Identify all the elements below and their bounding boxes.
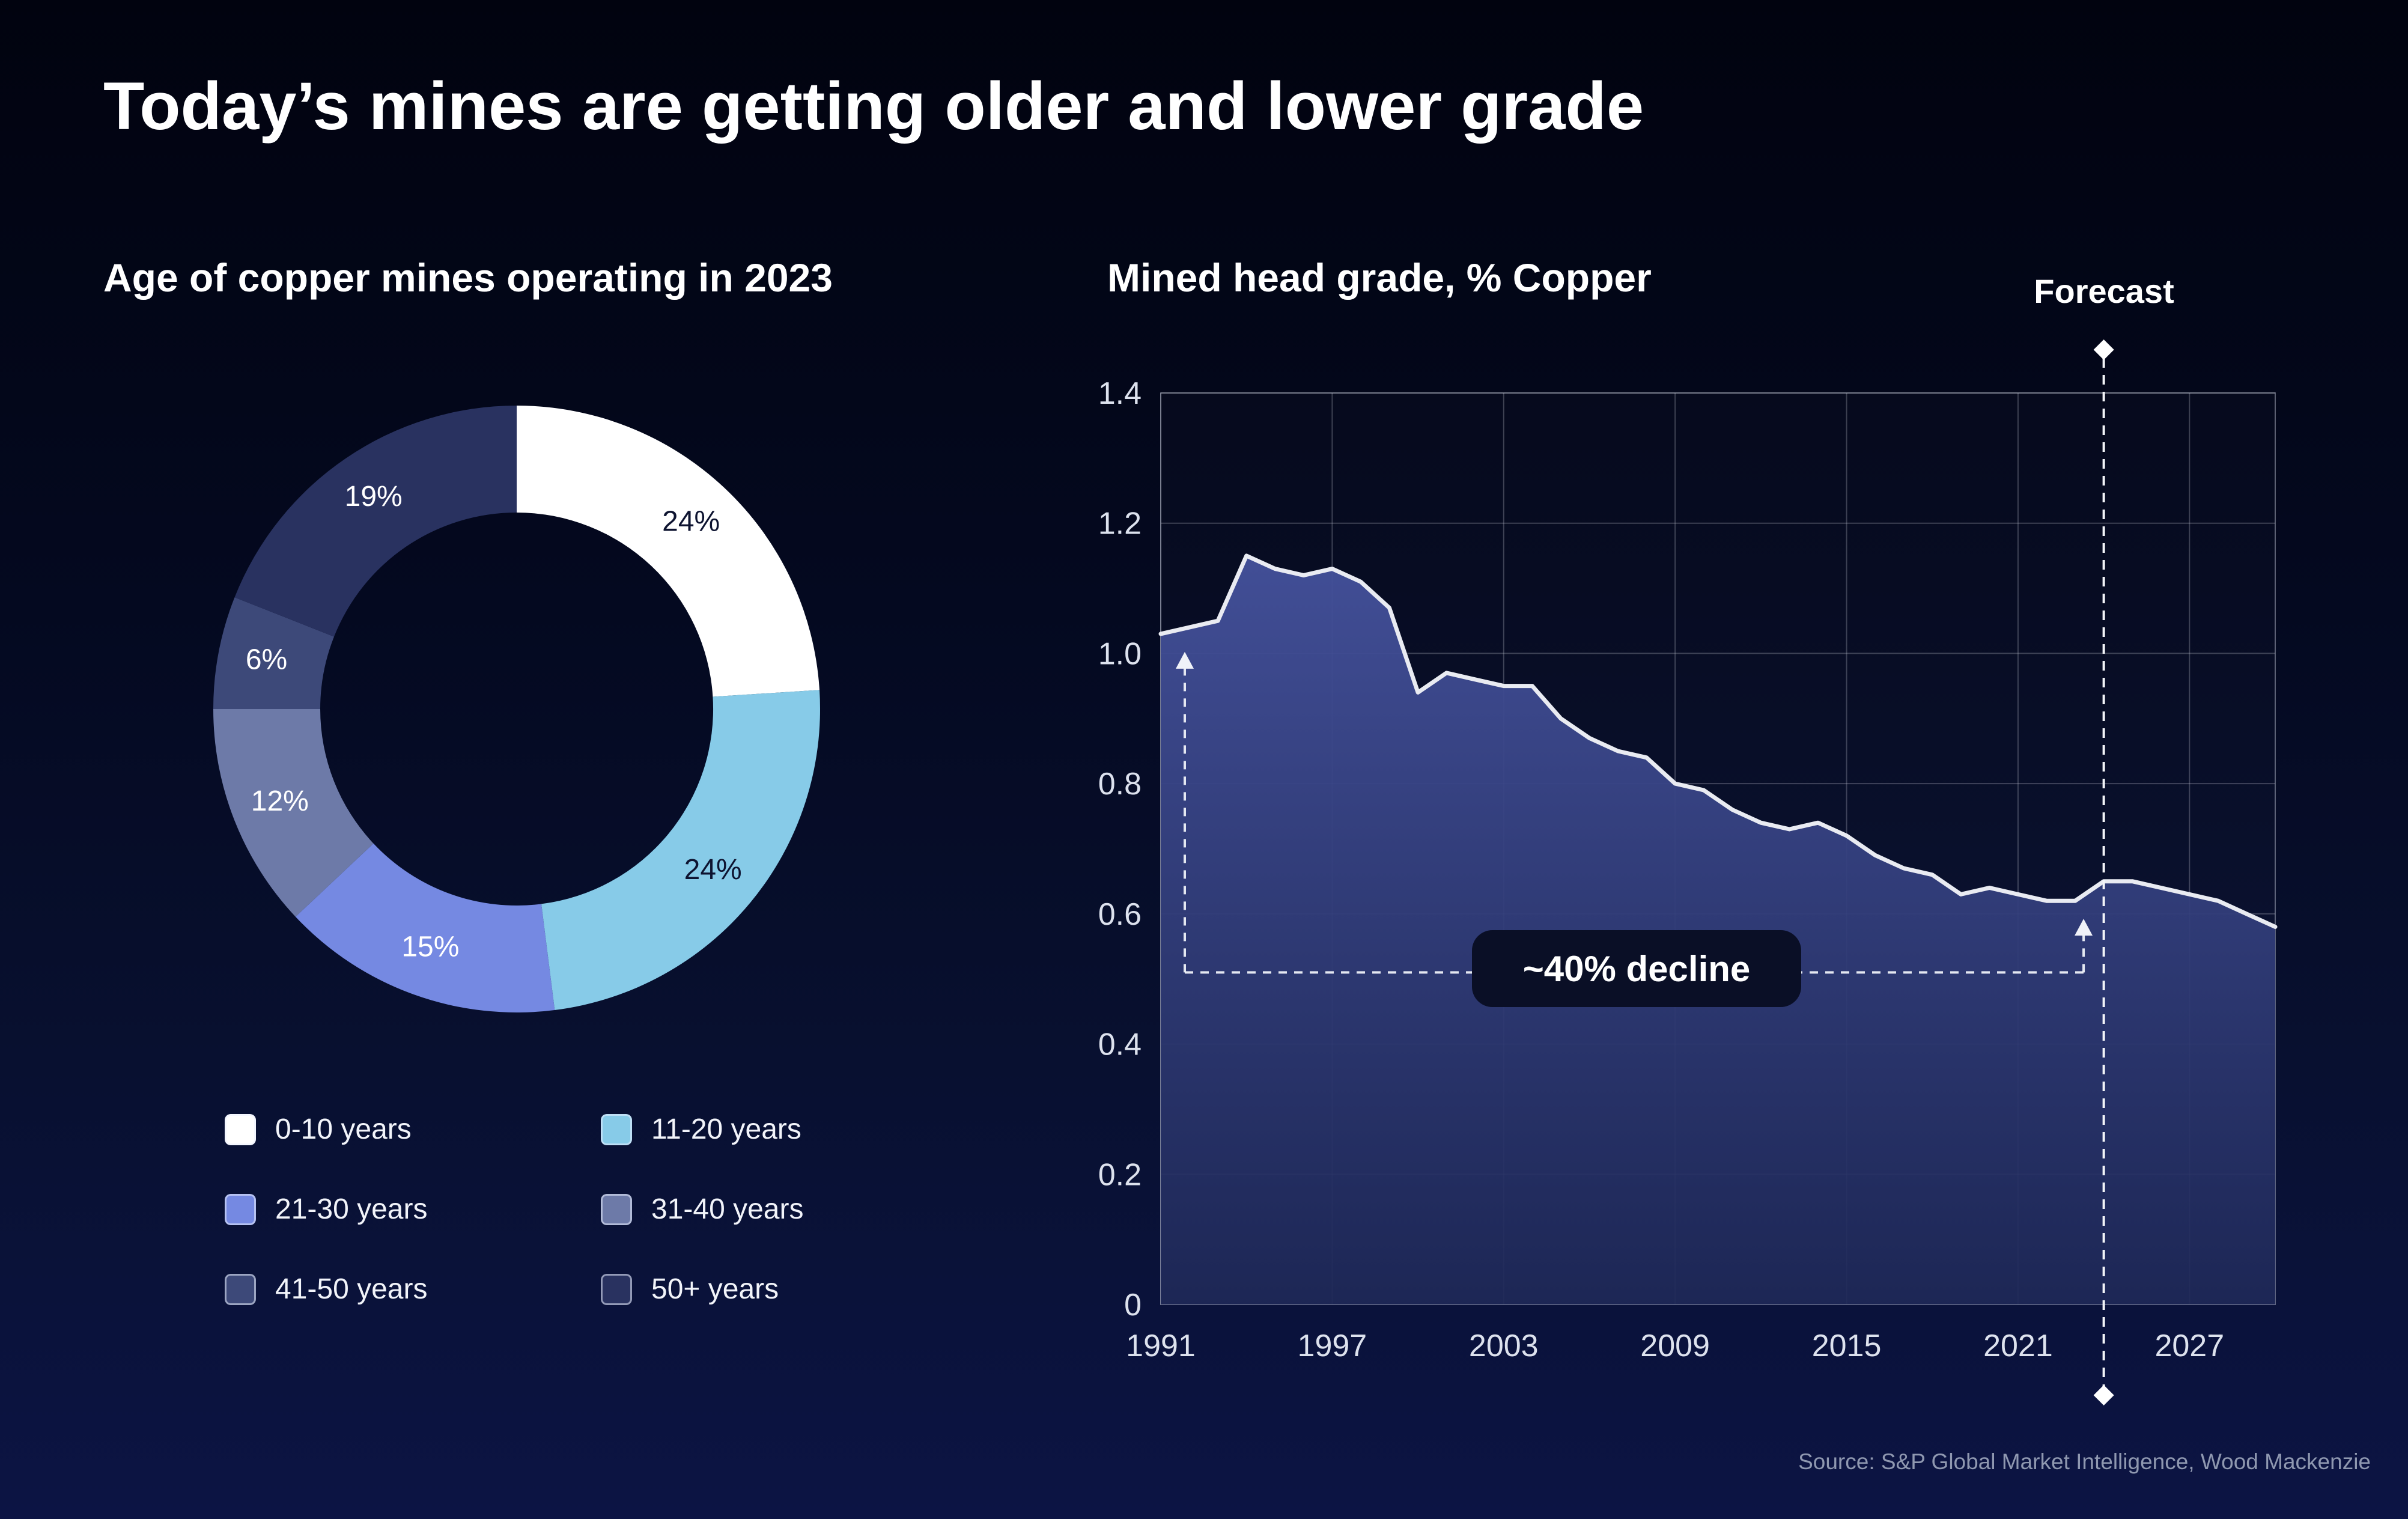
donut-slice-50+ years [234,406,517,637]
y-tick-label: 0.8 [1098,767,1142,802]
donut-slice-31-40 years [213,709,374,917]
y-tick-label: 1.4 [1098,376,1142,411]
x-tick-label: 2009 [1640,1329,1710,1363]
donut-slice-value-label: 15% [401,931,459,963]
donut-slice-value-label: 24% [662,506,720,538]
forecast-label: Forecast [2034,272,2174,310]
donut-chart: 24% 24% 15% 12% 6% 19% [204,397,829,1021]
x-tick-label: 2027 [2154,1329,2224,1363]
forecast-diamond [2093,1385,2114,1405]
y-tick-label: 1.2 [1098,507,1142,541]
legend-item-0-10 years: 0-10 years [225,1113,601,1146]
decline-arrowhead [1176,651,1194,669]
y-tick-label: 0.6 [1098,897,1142,932]
donut-slice-value-label: 24% [684,854,742,886]
donut-slice-0-10 years [517,406,819,697]
legend-swatch [601,1113,632,1145]
line-chart-title: Mined head grade, % Copper [1107,255,1652,300]
y-tick-label: 0.4 [1098,1027,1142,1062]
x-tick-label: 2021 [1983,1329,2053,1363]
legend-label: 50+ years [651,1273,779,1305]
legend-label: 41-50 years [275,1273,428,1305]
legend-item-21-30 years: 21-30 years [225,1193,601,1226]
head-grade-line [1158,553,2278,929]
head-grade-chart: 0 0.2 0.4 0.6 0.8 1.0 1.2 1.4 1991 1997 2003 2009 20… [1045,282,2355,1472]
legend-swatch [225,1273,256,1305]
legend-swatch [601,1273,632,1305]
legend-swatch [601,1193,632,1225]
donut-legend: 0-10 years 11-20 years 21-30 years 31-40 ye… [225,1113,803,1306]
legend-label: 0-10 years [275,1113,412,1145]
x-tick-label: 1991 [1126,1329,1196,1363]
legend-label: 21-30 years [275,1193,428,1225]
donut-svg: 24% 24% 15% 12% 6% 19% [213,406,820,1012]
donut-slice-value-label: 12% [251,785,309,817]
donut-chart-title: Age of copper mines operating in 2023 [103,255,833,300]
line-chart-svg: 0 0.2 0.4 0.6 0.8 1.0 1.2 1.4 1991 1997 2003 2009 20… [1098,339,2278,1405]
legend-item-41-50 years: 41-50 years [225,1273,601,1306]
legend-label: 31-40 years [651,1193,804,1225]
donut-slice-21-30 years [295,843,555,1012]
head-grade-area [1161,555,2275,1304]
source-attribution: Source: S&P Global Market Intelligence, … [1798,1449,2371,1474]
donut-slice-11-20 years [541,690,820,1010]
forecast-diamond [2093,339,2114,360]
y-tick-label: 0.2 [1098,1157,1142,1192]
decline-annotation-badge: ~40% decline [1472,930,1801,1007]
donut-slice-value-label: 19% [345,481,403,513]
legend-item-50+ years: 50+ years [601,1273,803,1306]
legend-swatch [225,1113,256,1145]
legend-item-31-40 years: 31-40 years [601,1193,803,1226]
x-tick-label: 2003 [1469,1329,1539,1363]
legend-item-11-20 years: 11-20 years [601,1113,803,1146]
y-tick-label: 0 [1124,1288,1142,1323]
x-tick-label: 1997 [1298,1329,1367,1363]
legend-swatch [225,1193,256,1225]
x-tick-label: 2015 [1812,1329,1882,1363]
decline-arrowhead [2075,919,2093,936]
page-title: Today’s mines are getting older and lowe… [103,68,1644,144]
y-tick-label: 1.0 [1098,636,1142,671]
donut-slice-41-50 years [213,597,334,709]
donut-slice-value-label: 6% [246,644,287,675]
legend-label: 11-20 years [651,1113,801,1145]
